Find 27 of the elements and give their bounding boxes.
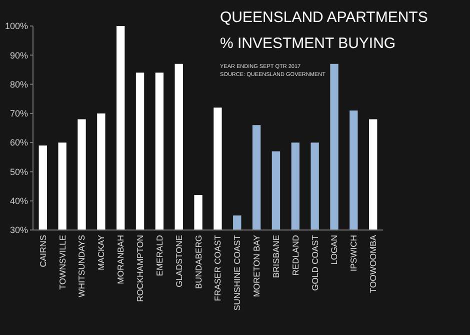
x-tick-label: MORETON BAY (252, 234, 262, 298)
y-tick-label: 50% (10, 166, 28, 177)
chart-title: QUEENSLAND APARTMENTS % INVESTMENT BUYING (220, 9, 428, 52)
x-tick-label: TOOWOOMBA (368, 234, 378, 293)
x-tick-label: EMERALD (154, 235, 164, 276)
x-tick-label: LOGAN (329, 235, 340, 265)
x-tick-label: BRISBANE (270, 234, 281, 278)
x-tick-label: GOLD COAST (310, 235, 320, 291)
y-tick-label: 80% (10, 79, 28, 90)
x-tick-label: IPSWICH (348, 235, 359, 272)
y-tick-label: 100% (4, 21, 28, 32)
x-tick-label: MACKAY (96, 234, 106, 270)
x-tick-label: WHITSUNDAYS (76, 234, 87, 298)
x-tick-label: SUNSHINE COAST (232, 235, 242, 311)
x-tick-label: REDLAND (290, 235, 300, 276)
y-tick-label: 60% (10, 138, 28, 148)
x-tick-label: CAIRNS (38, 234, 48, 268)
x-tick-label: GLADSTONE (174, 234, 184, 288)
y-tick-label: 40% (10, 196, 28, 206)
y-tick-label: 30% (10, 225, 28, 236)
x-tick-label: ROCKHAMPTON (134, 235, 145, 302)
y-tick-label: 70% (10, 108, 28, 119)
x-tick-label: TOWNSVILLE (57, 234, 68, 290)
x-tick-label: FRASER COAST (212, 235, 223, 302)
x-tick-label: MORANBAH (116, 235, 126, 284)
y-tick-label: 90% (10, 50, 28, 60)
x-tick-label: BUNDABERG (193, 235, 204, 289)
